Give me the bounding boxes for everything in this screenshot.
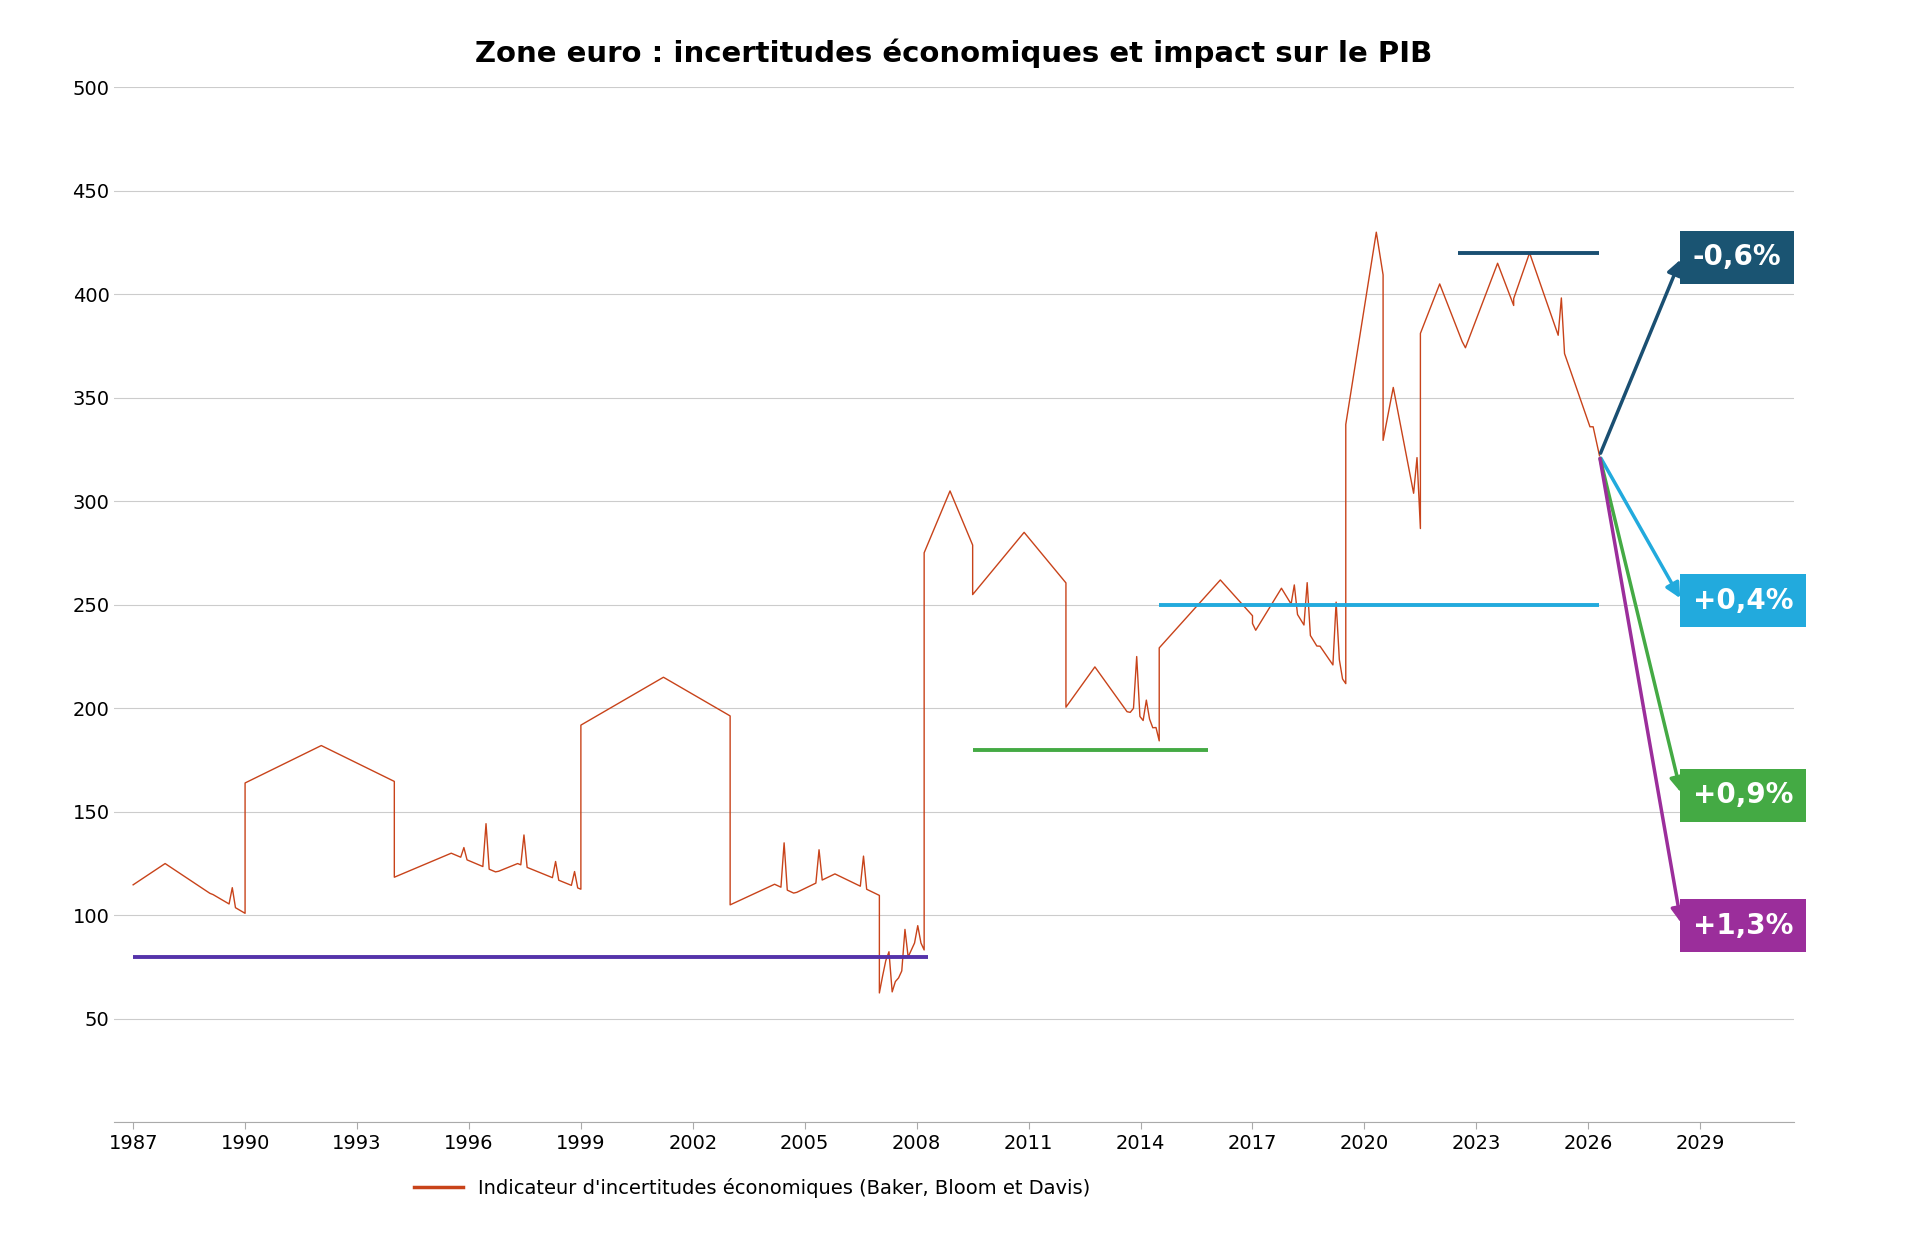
Text: -0,6%: -0,6% xyxy=(1692,243,1781,271)
Text: +1,3%: +1,3% xyxy=(1692,912,1793,940)
Text: +0,4%: +0,4% xyxy=(1692,586,1793,615)
Legend: Indicateur d'incertitudes économiques (Baker, Bloom et Davis): Indicateur d'incertitudes économiques (B… xyxy=(406,1170,1098,1206)
Title: Zone euro : incertitudes économiques et impact sur le PIB: Zone euro : incertitudes économiques et … xyxy=(475,39,1432,69)
Text: +0,9%: +0,9% xyxy=(1692,781,1793,809)
